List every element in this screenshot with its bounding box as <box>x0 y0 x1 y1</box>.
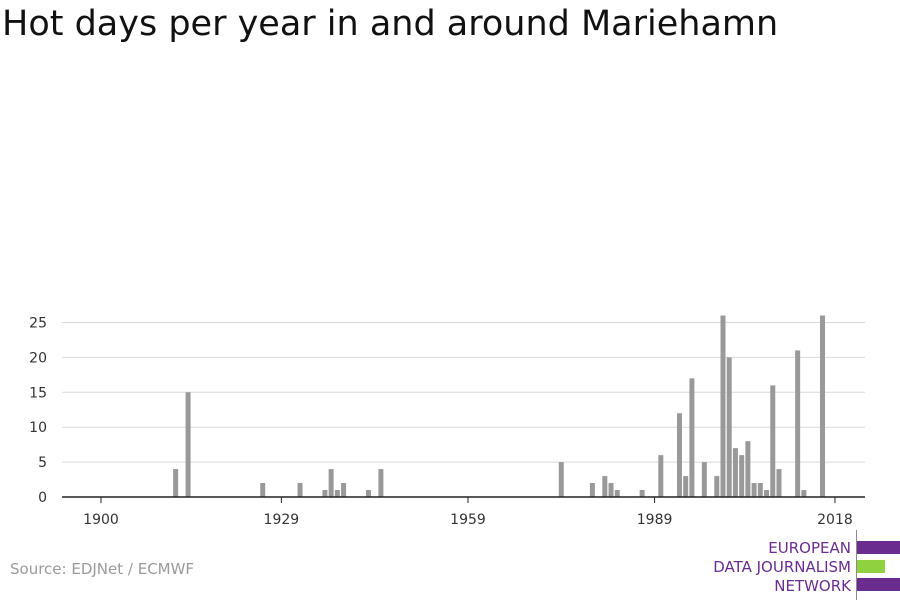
bar <box>801 490 807 497</box>
bar <box>764 490 770 497</box>
bar <box>820 315 826 497</box>
bar <box>732 448 738 497</box>
y-tick-label: 10 <box>29 420 47 436</box>
x-tick-label: 1900 <box>83 512 119 528</box>
bar <box>701 462 707 497</box>
x-tick-label: 1959 <box>450 512 486 528</box>
bar <box>689 378 695 497</box>
bars <box>173 315 826 497</box>
bar <box>608 483 614 497</box>
bar <box>260 483 266 497</box>
bar <box>720 315 726 497</box>
logo-bar-bottom <box>857 578 900 591</box>
bar <box>341 483 347 497</box>
bar <box>751 483 757 497</box>
bar <box>726 357 732 497</box>
source-note: Source: EDJNet / ECMWF <box>10 560 195 578</box>
bar <box>639 490 645 497</box>
bar <box>602 476 608 497</box>
chart-title: Hot days per year in and around Marieham… <box>2 4 779 44</box>
bar <box>614 490 620 497</box>
y-tick-label: 20 <box>29 350 47 366</box>
bar <box>378 469 384 497</box>
y-tick-label: 25 <box>29 316 47 332</box>
y-axis-ticks: 0 5 10 15 20 25 <box>29 316 47 507</box>
y-tick-label: 5 <box>38 455 47 471</box>
bar <box>185 392 191 497</box>
edjnet-logo: EUROPEAN DATA JOURNALISM NETWORK <box>700 530 900 600</box>
logo-divider <box>856 530 857 600</box>
logo-text-line-1: EUROPEAN <box>768 539 851 557</box>
bar <box>676 413 682 497</box>
bar <box>558 462 564 497</box>
bar <box>795 350 801 497</box>
y-tick-label: 0 <box>38 490 47 506</box>
bar <box>328 469 334 497</box>
bar <box>173 469 179 497</box>
x-axis-ticks: 1900 1929 1959 1989 2018 <box>83 497 853 528</box>
logo-bar-top <box>857 541 900 554</box>
logo-bar-middle <box>857 560 885 573</box>
bar <box>745 441 751 497</box>
bar <box>334 490 340 497</box>
bar <box>322 490 328 497</box>
bar <box>589 483 595 497</box>
bar <box>365 490 371 497</box>
bar <box>658 455 664 497</box>
bar <box>770 385 776 497</box>
y-tick-label: 15 <box>29 385 47 401</box>
bar <box>776 469 782 497</box>
bar <box>739 455 745 497</box>
gridlines <box>62 322 865 463</box>
bar <box>757 483 763 497</box>
x-tick-label: 1989 <box>637 512 673 528</box>
x-tick-label: 2018 <box>817 512 853 528</box>
bar <box>297 483 303 497</box>
bar <box>683 476 689 497</box>
x-tick-label: 1929 <box>264 512 300 528</box>
bar <box>714 476 720 497</box>
logo-text-line-2: DATA JOURNALISM <box>713 558 851 576</box>
logo-text-line-3: NETWORK <box>774 577 851 595</box>
